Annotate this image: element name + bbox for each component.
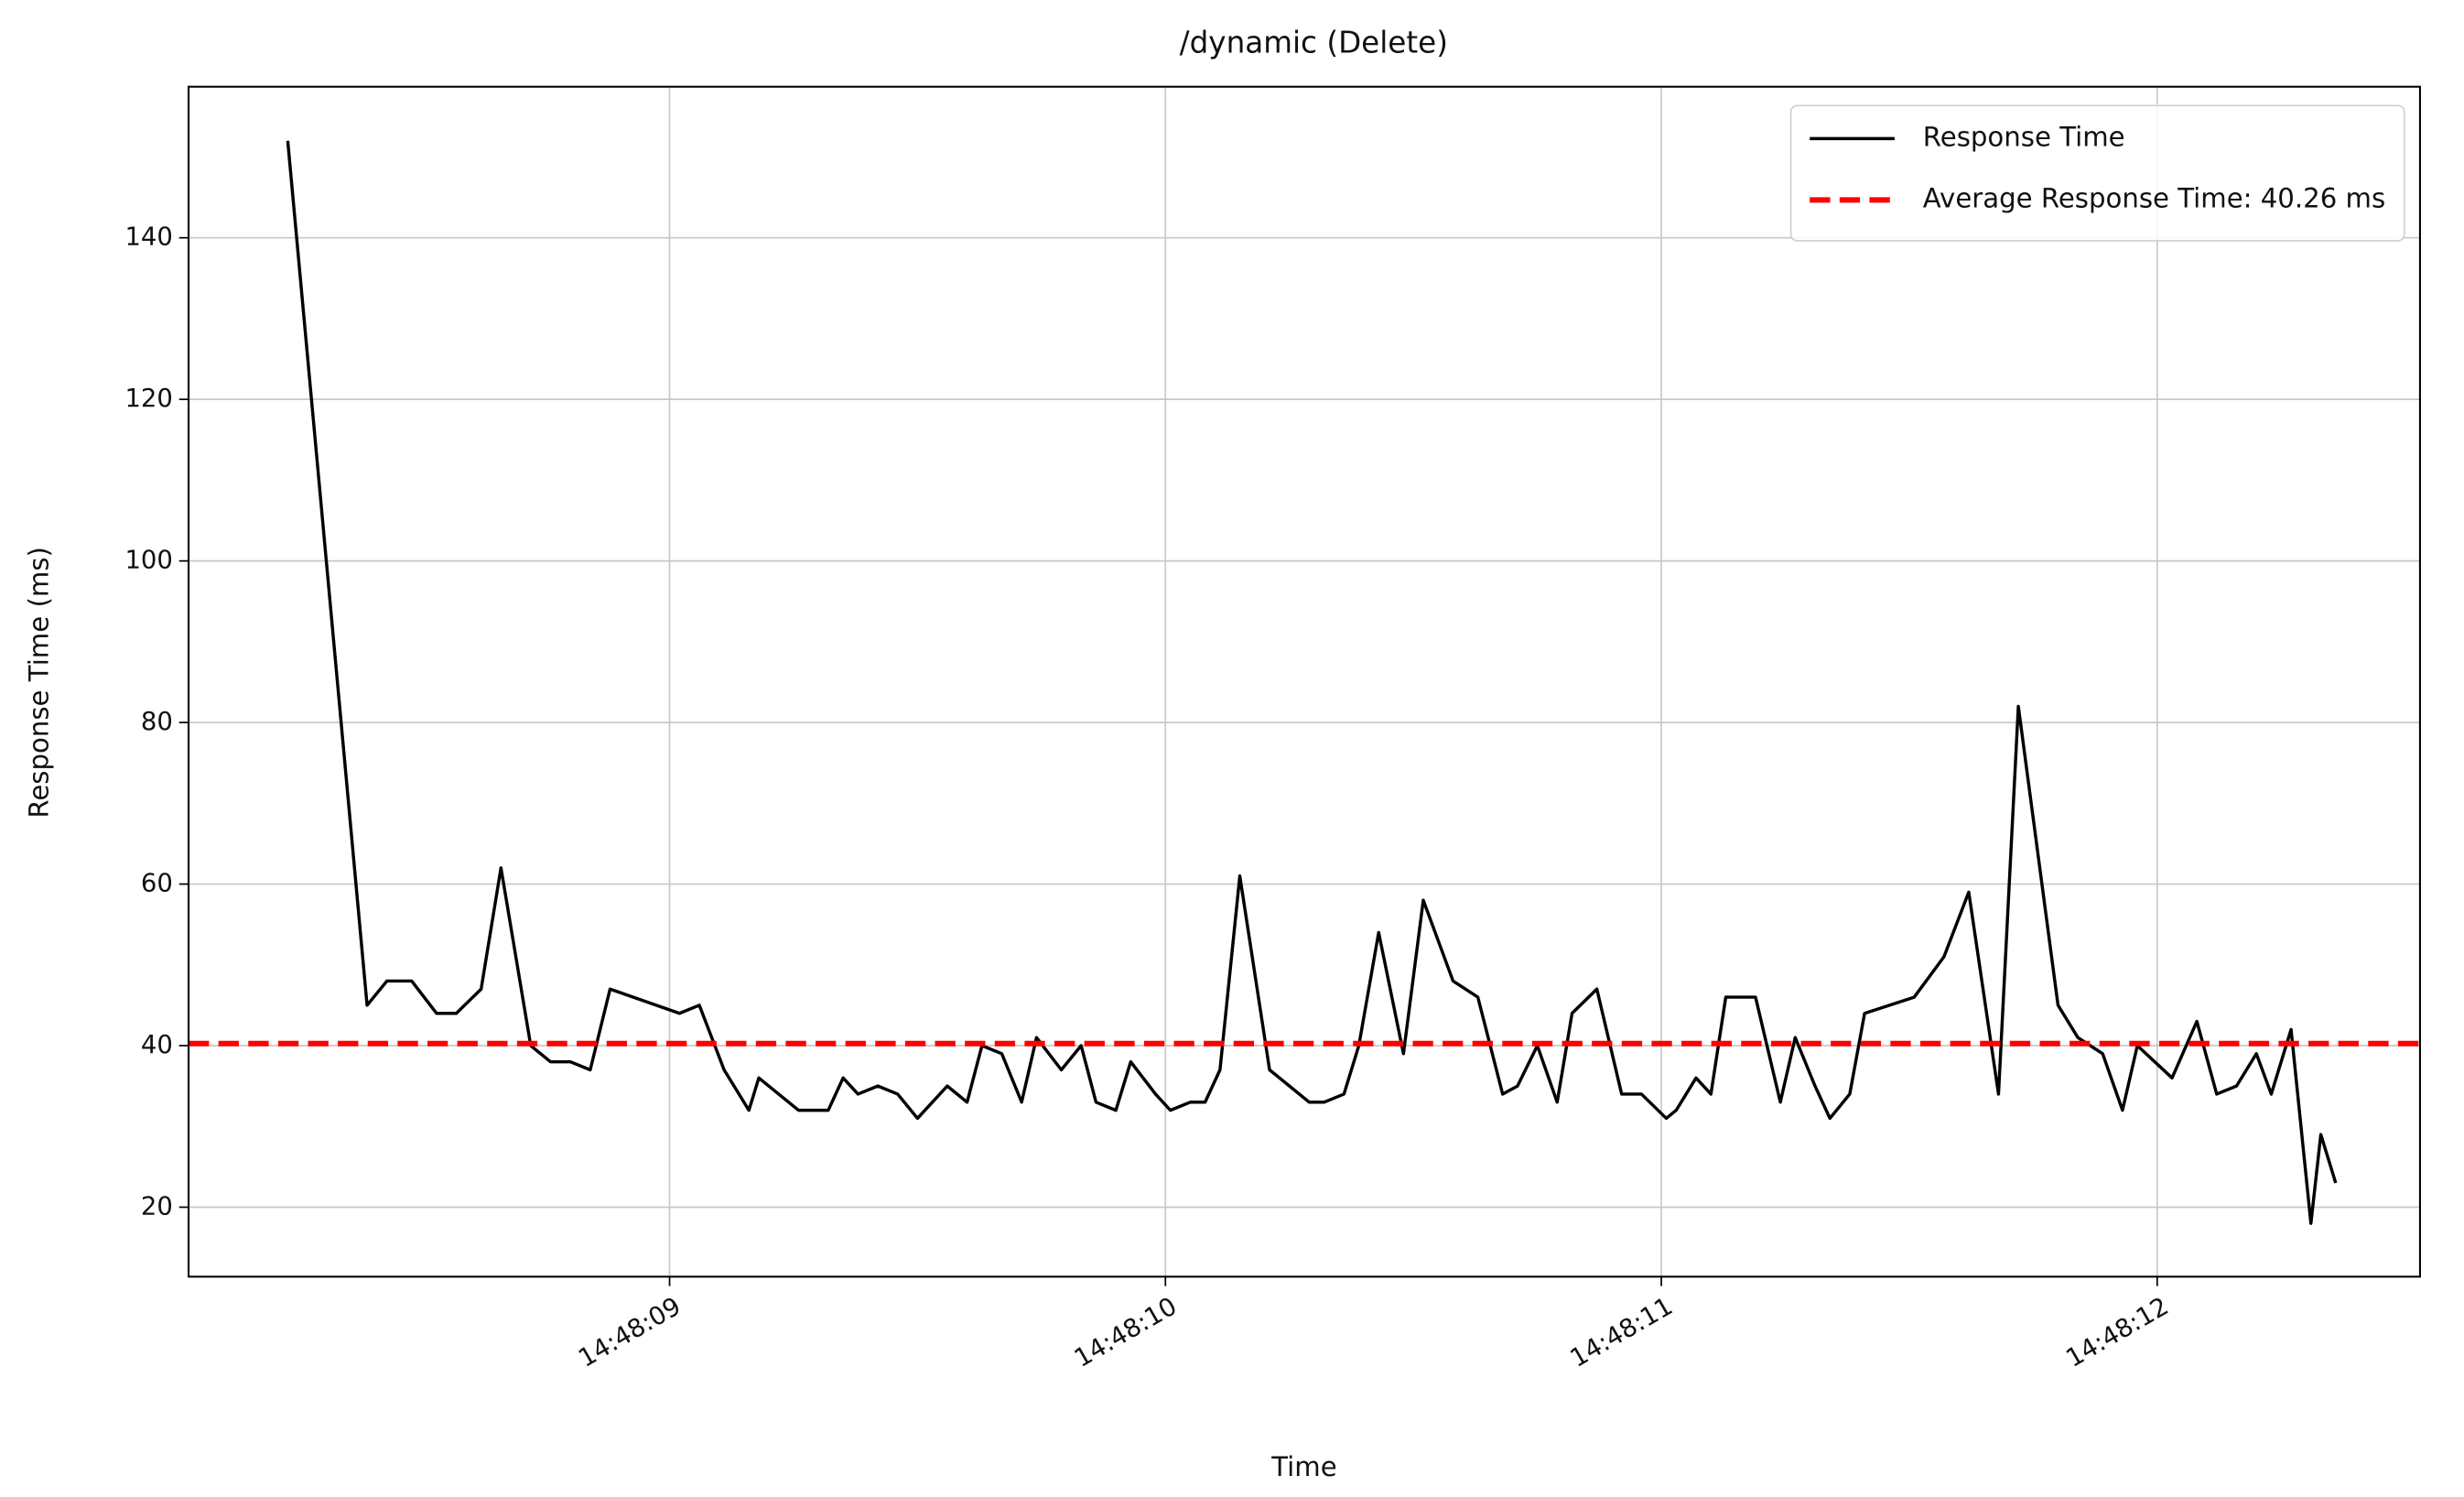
y-tick-label: 120	[124, 385, 172, 413]
legend-label: Average Response Time: 40.26 ms	[1923, 182, 2385, 213]
y-axis-label: Response Time (ms)	[24, 547, 55, 818]
x-tick-label: 14:48:10	[1070, 1292, 1182, 1373]
y-tick-label: 40	[141, 1031, 173, 1059]
y-tick-label: 60	[141, 870, 173, 898]
y-tick-label: 80	[141, 708, 173, 736]
line	[286, 140, 2338, 1225]
y-tick-label: 140	[124, 223, 172, 252]
legend-box	[1789, 104, 2405, 242]
x-axis-label: Time	[1270, 1451, 1336, 1482]
x-tick-label: 14:48:11	[1566, 1292, 1678, 1373]
chart-title: /dynamic (Delete)	[1180, 25, 1448, 60]
y-tick-label: 100	[124, 547, 172, 575]
x-tick-label: 14:48:12	[2061, 1292, 2173, 1373]
x-tick-label: 14:48:09	[574, 1292, 686, 1373]
legend-label: Response Time	[1923, 121, 2125, 152]
plot-frame	[187, 85, 2421, 1278]
y-tick-label: 20	[141, 1192, 173, 1220]
legend: Response Time Average Response Time: 40.2…	[1789, 104, 2405, 242]
